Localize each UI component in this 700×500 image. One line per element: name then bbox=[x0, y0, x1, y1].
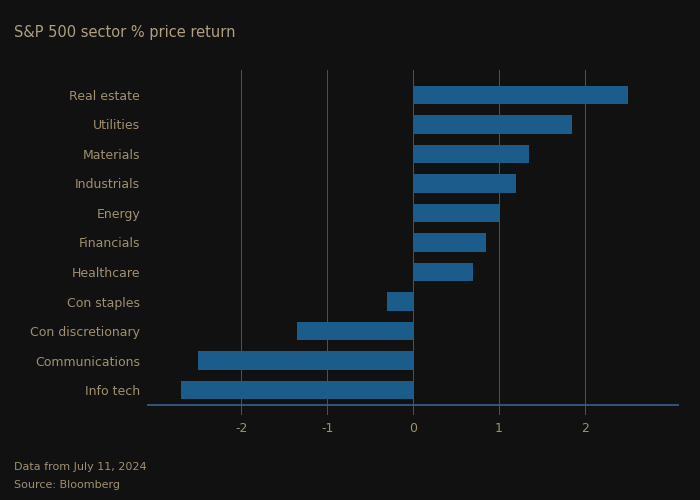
Bar bbox=[199, 352, 413, 370]
Bar bbox=[413, 234, 486, 252]
Text: S&P 500 sector % price return: S&P 500 sector % price return bbox=[14, 25, 235, 40]
Bar bbox=[413, 174, 516, 192]
Bar bbox=[413, 86, 627, 104]
Text: Source: Bloomberg: Source: Bloomberg bbox=[14, 480, 120, 490]
Text: Data from July 11, 2024: Data from July 11, 2024 bbox=[14, 462, 146, 472]
Bar bbox=[387, 292, 413, 310]
Bar bbox=[413, 263, 473, 281]
Bar bbox=[413, 204, 499, 222]
Bar bbox=[298, 322, 413, 340]
Bar bbox=[413, 115, 572, 134]
Bar bbox=[413, 144, 528, 163]
Bar bbox=[181, 381, 413, 400]
